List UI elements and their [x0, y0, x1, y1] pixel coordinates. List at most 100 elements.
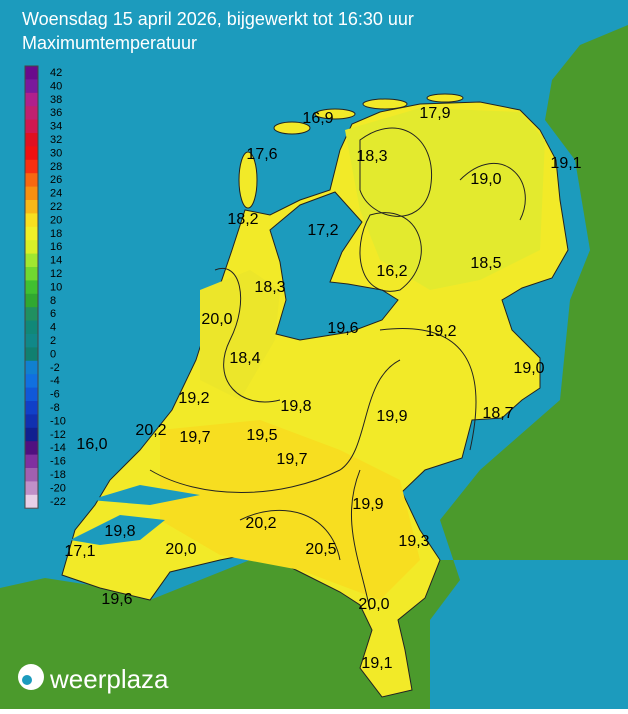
- legend-label: 22: [50, 201, 62, 213]
- legend-swatch: [25, 92, 38, 107]
- legend-swatch: [25, 441, 38, 456]
- legend-swatch: [25, 454, 38, 469]
- legend-swatch: [25, 173, 38, 188]
- legend-label: 8: [50, 295, 56, 307]
- estuary: [70, 515, 165, 545]
- logo-text: weerplaza: [49, 664, 169, 694]
- island: [362, 98, 408, 110]
- legend-swatch: [25, 159, 38, 174]
- estuary: [90, 485, 200, 505]
- station-temperature: 18,7: [482, 405, 513, 422]
- stations: 16,9 17,9 17,6 18,3 19,1 19,0 18,2 17,2 16,2 18,5…: [64, 105, 581, 672]
- legend-label: 0: [50, 348, 56, 360]
- legend-swatch: [25, 146, 38, 161]
- legend-label: 10: [50, 281, 62, 293]
- legend-label: 32: [50, 134, 62, 146]
- title: Woensdag 15 april 2026, bijgewerkt tot 1…: [22, 9, 414, 29]
- legend-label: 30: [50, 147, 62, 159]
- neighbour-land: [0, 25, 628, 709]
- legend-label: -16: [50, 456, 66, 468]
- legend-label: 14: [50, 255, 62, 267]
- legend-swatch: [25, 481, 38, 496]
- legend-label: 12: [50, 268, 62, 280]
- warm-area: [160, 420, 420, 600]
- cool-area: [345, 108, 545, 290]
- legend-label: -2: [50, 362, 60, 374]
- legend-swatch: [25, 414, 38, 429]
- station-temperature: 20,0: [165, 541, 196, 558]
- station-temperature: 20,5: [305, 541, 336, 558]
- station-temperature: 18,5: [470, 255, 501, 272]
- legend-label: -10: [50, 415, 66, 427]
- legend-swatch: [25, 200, 38, 214]
- station-temperature: 19,6: [101, 591, 132, 608]
- legend-label: -12: [50, 429, 66, 441]
- legend-label: 34: [50, 121, 62, 133]
- station-temperature: 17,9: [419, 105, 450, 122]
- station-temperature: 19,0: [470, 171, 501, 188]
- legend-swatch: [25, 347, 38, 362]
- legend-label: -18: [50, 469, 66, 481]
- legend-swatch: [25, 307, 38, 322]
- legend-label: 28: [50, 161, 62, 173]
- legend-swatch: [25, 79, 38, 94]
- legend-swatch: [25, 133, 38, 147]
- legend-swatch: [25, 213, 38, 228]
- legend-swatch: [25, 360, 38, 375]
- station-temperature: 19,0: [513, 360, 544, 377]
- logo: weerplaza: [18, 664, 169, 694]
- legend-label: 18: [50, 228, 62, 240]
- station-temperature: 18,3: [254, 279, 285, 296]
- legend-label: -22: [50, 496, 66, 508]
- legend-label: 4: [50, 322, 56, 334]
- station-temperature: 19,8: [280, 398, 311, 415]
- legend-swatch: [25, 267, 38, 281]
- legend-label: 36: [50, 107, 62, 119]
- station-temperature: 19,7: [179, 429, 210, 446]
- station-temperature: 19,2: [178, 390, 209, 407]
- station-temperature: 18,2: [227, 211, 258, 228]
- legend-label: 6: [50, 308, 56, 320]
- legend-label: 16: [50, 241, 62, 253]
- legend-frame: [24, 65, 39, 509]
- station-temperature: 19,5: [246, 427, 277, 444]
- station-temperature: 18,3: [356, 148, 387, 165]
- legend-label: 42: [50, 67, 62, 79]
- logo-icon-detail: [22, 675, 32, 685]
- legend-label: 24: [50, 188, 62, 200]
- legend-label: -8: [50, 402, 60, 414]
- station-temperature: 20,0: [201, 311, 232, 328]
- station-temperature: 19,3: [398, 533, 429, 550]
- station-temperature: 17,1: [64, 543, 95, 560]
- island: [426, 93, 464, 103]
- legend-swatch: [25, 240, 38, 255]
- legend-swatch: [25, 293, 38, 308]
- legend-label: -14: [50, 442, 66, 454]
- legend-swatch: [25, 226, 38, 241]
- station-temperature: 19,9: [376, 408, 407, 425]
- legend-label: -6: [50, 389, 60, 401]
- station-temperature: 19,6: [327, 320, 358, 337]
- station-temperature: 20,2: [135, 422, 166, 439]
- station-temperature: 19,1: [361, 655, 392, 672]
- station-temperature: 19,2: [425, 323, 456, 340]
- legend-swatch: [25, 494, 38, 509]
- station-temperature: 19,9: [352, 496, 383, 513]
- legend-swatch: [25, 468, 38, 482]
- legend-label: 20: [50, 214, 62, 226]
- station-temperature: 17,2: [307, 222, 338, 239]
- legend-swatch: [25, 427, 38, 442]
- ijsselmeer: [269, 191, 399, 341]
- legend-swatch: [25, 334, 38, 348]
- station-temperature: 16,9: [302, 110, 333, 127]
- legend: 424038363432302826242220181614121086420-…: [24, 65, 66, 509]
- station-temperature: 16,2: [376, 263, 407, 280]
- station-temperature: 16,0: [76, 436, 107, 453]
- legend-swatch: [25, 280, 38, 295]
- legend-label: 26: [50, 174, 62, 186]
- island: [273, 121, 311, 135]
- isotherms: [149, 127, 526, 611]
- legend-label: 38: [50, 94, 62, 106]
- station-temperature: 19,8: [104, 523, 135, 540]
